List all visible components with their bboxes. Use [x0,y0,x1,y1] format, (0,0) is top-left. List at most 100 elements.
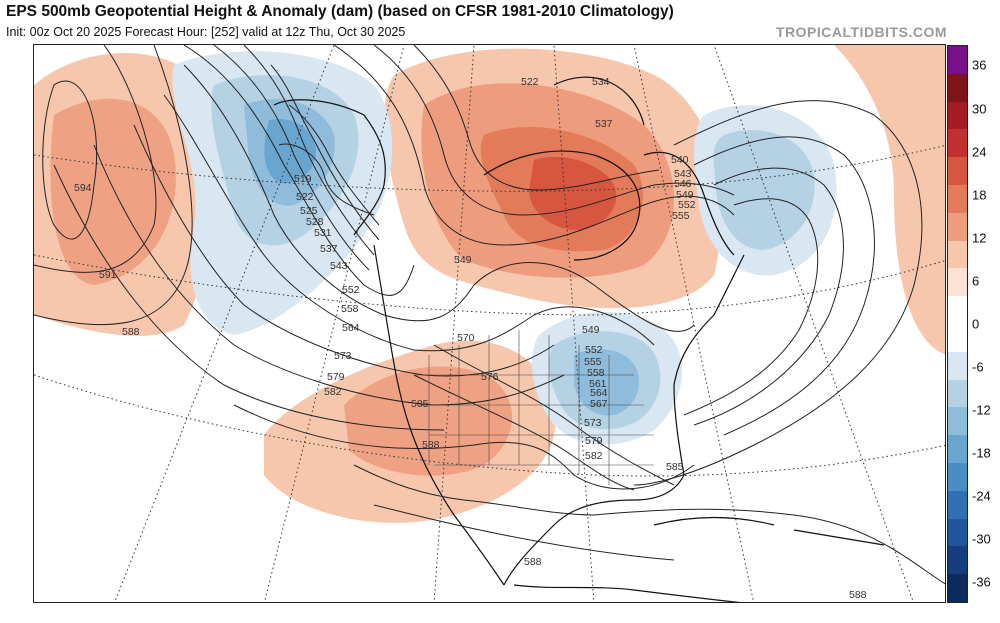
contour-label: 585 [666,461,684,473]
positive-anomaly-shading [34,45,945,523]
contour-594 [42,80,98,240]
colorbar-label: 12 [972,230,987,246]
contour-label: 561 [589,378,607,390]
colorbar-label: -12 [972,402,991,418]
contour-label: 540 [671,154,689,166]
anomaly-colorbar [947,45,968,603]
contour-label: 573 [334,350,352,362]
anomaly-pos-canada-core [529,156,617,230]
map-subtitle: Init: 00z Oct 20 2025 Forecast Hour: [25… [6,25,406,39]
colorbar-segment [948,546,967,575]
contour-label: 519 [294,173,312,185]
contour-label: 588 [422,439,440,451]
contour-label: 543 [330,260,348,272]
colorbar-segment [948,407,967,436]
contour-label: 579 [585,435,603,447]
colorbar-segment [948,73,967,103]
contour-label: 558 [341,303,359,315]
colorbar-label: 6 [972,273,980,289]
colorbar-label: 30 [972,101,987,117]
contour-label: 522 [521,76,539,88]
colorbar-segment [948,268,967,297]
colorbar-segment [948,574,967,603]
coast-alaska [273,99,386,236]
colorbar-label: 36 [972,57,987,73]
colorbar-label: -30 [972,531,991,547]
graticule [34,45,945,602]
contour-label: 549 [454,254,472,266]
contour-label: 549 [676,189,694,201]
contour-label: 531 [314,227,332,239]
negative-anomaly-shading [172,51,837,445]
coast-west [373,244,505,586]
colorbar-segment [948,101,967,130]
contour-label: 546 [674,178,692,190]
coast-hudson [483,150,641,261]
brand-watermark: TROPICALTIDBITS.COM [775,24,947,40]
colorbar-label: 0 [972,316,980,332]
contour-label: 534 [592,76,610,88]
contour-label: 570 [457,332,475,344]
anomaly-pos-sw-core [344,366,513,476]
map-title: EPS 500mb Geopotential Height & Anomaly … [6,3,674,20]
contour-label: 525 [300,205,318,217]
coast-central-america [513,584,741,602]
contour-label: 555 [584,356,602,368]
height-contours [34,45,945,585]
contour-label: 549 [582,324,600,336]
colorbar-label: -18 [972,445,991,461]
colorbar-segment [948,157,967,186]
anomaly-pos-npac-core [50,98,176,285]
coast-east [673,254,745,476]
contour-label: 582 [585,450,603,462]
coast-greenland [553,76,645,126]
coast-caribbean [653,516,885,546]
contour-label: 558 [587,367,605,379]
contour-591 [34,45,157,273]
contour-label: 582 [324,386,342,398]
contour-label: 537 [320,243,338,255]
colorbar-label: 24 [972,144,987,160]
coast-gulf [503,474,685,586]
contour-label: 585 [411,398,429,410]
contour-label: 564 [590,387,608,399]
contour-label: 567 [590,398,608,410]
colorbar-label: 18 [972,187,987,203]
colorbar-segment [948,351,967,381]
contour-label: 588 [849,589,867,601]
colorbar-segment [948,435,967,464]
anomaly-neg-gulf-alaska-core [264,119,317,184]
contour-588-west [34,45,193,326]
colorbar-segment [948,212,967,242]
colorbar-segment [948,46,967,75]
colorbar-segment [948,185,967,214]
contour-label: 555 [672,210,690,222]
contour-label: 537 [595,118,613,130]
colorbar-segment [948,240,967,269]
colorbar-segment [948,296,967,325]
contour-label: 528 [306,216,324,228]
anomaly-neg-east-us-inner [574,349,640,416]
contour-label: 576 [481,371,499,383]
contour-label: 594 [74,182,92,194]
contour-label: 588 [122,326,140,338]
contour-label: 573 [584,417,602,429]
contour-label: 522 [296,191,314,203]
contour-label: 564 [342,322,360,334]
colorbar-segment [948,518,967,547]
contour-label: 579 [327,371,345,383]
colorbar-segment [948,324,967,353]
contour-label: 543 [674,168,692,180]
contour-label: 552 [585,344,603,356]
anomaly-pos-east-atl [834,45,945,355]
colorbar-segment [948,129,967,158]
state-borders [414,330,654,485]
contour-label: 588 [524,556,542,568]
colorbar-label: -24 [972,488,991,504]
coastlines [273,76,885,602]
colorbar-label: -6 [972,359,984,375]
colorbar-segment [948,490,967,520]
colorbar-segment [948,379,967,408]
height-anomaly-map: 522 534 537 540 543 546 549 552 555 594 … [34,45,945,602]
anomaly-neg-atlantic-mid [713,129,815,250]
